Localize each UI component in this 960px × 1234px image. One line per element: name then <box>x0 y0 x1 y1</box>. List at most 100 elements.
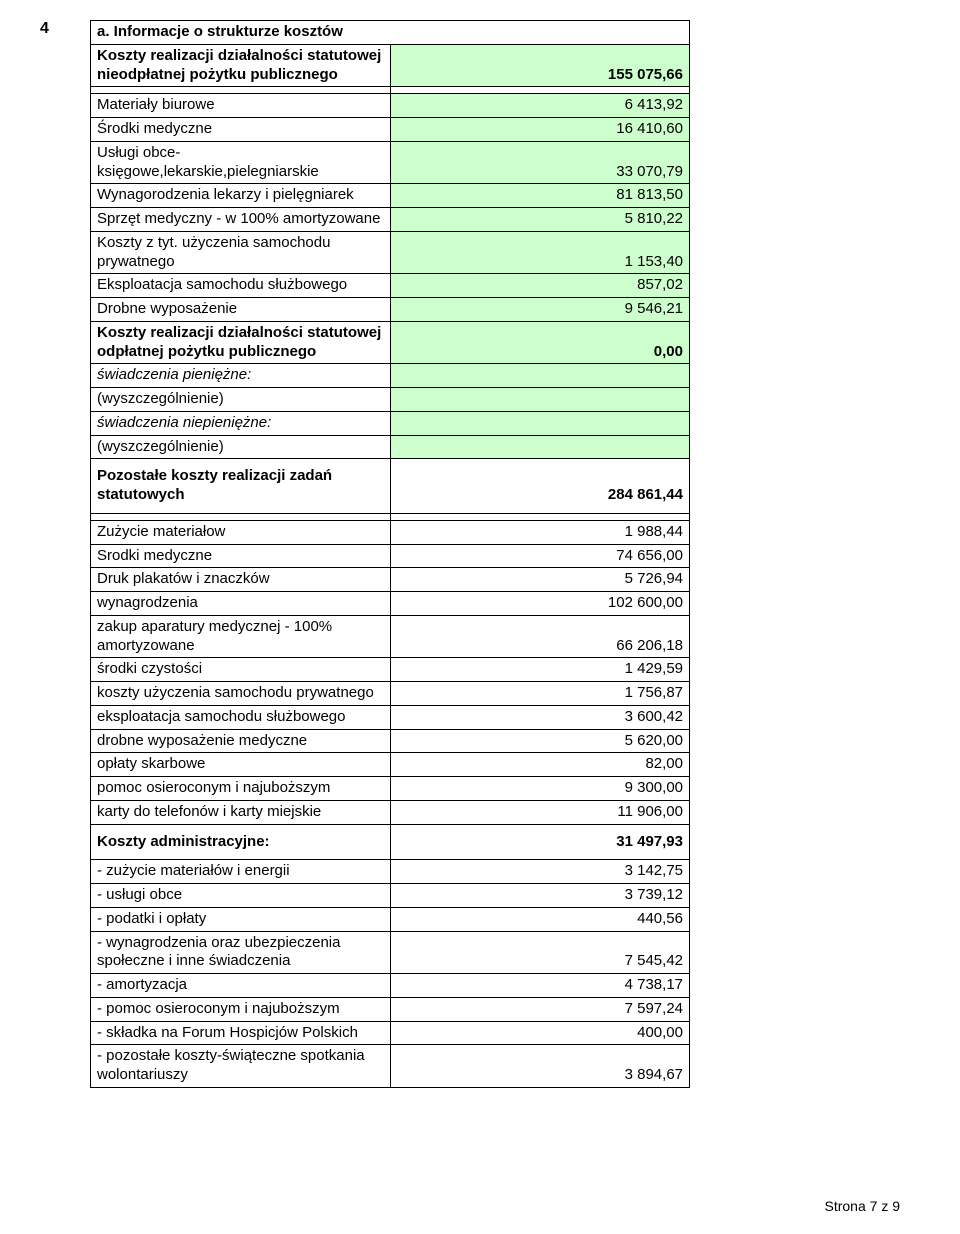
row-value: 1 429,59 <box>390 658 690 682</box>
table-row: eksploatacja samochodu służbowego3 600,4… <box>91 705 690 729</box>
row-value: 9 546,21 <box>390 298 690 322</box>
row-label: drobne wyposażenie medyczne <box>91 729 391 753</box>
row-value: 3 600,42 <box>390 705 690 729</box>
table-row <box>91 87 690 94</box>
table-row: Drobne wyposażenie9 546,21 <box>91 298 690 322</box>
table-row: Środki medyczne16 410,60 <box>91 118 690 142</box>
row-label: - pozostałe koszty-świąteczne spotkania … <box>91 1045 391 1088</box>
row-value: 33 070,79 <box>390 141 690 184</box>
row-value: 7 597,24 <box>390 997 690 1021</box>
row-label: eksploatacja samochodu służbowego <box>91 705 391 729</box>
row-value: 5 726,94 <box>390 568 690 592</box>
table-row: Koszty realizacji działalności statutowe… <box>91 44 690 87</box>
row-label: Druk plakatów i znaczków <box>91 568 391 592</box>
table-row: Koszty z tyt. użyczenia samochodu prywat… <box>91 231 690 274</box>
row-label: Zużycie materiałow <box>91 520 391 544</box>
row-label: Drobne wyposażenie <box>91 298 391 322</box>
table-row: środki czystości1 429,59 <box>91 658 690 682</box>
row-value: 155 075,66 <box>390 44 690 87</box>
table-row: pomoc osieroconym i najuboższym9 300,00 <box>91 777 690 801</box>
page: 4 a. Informacje o strukturze kosztówKosz… <box>0 0 960 1234</box>
row-label: świadczenia niepieniężne: <box>91 411 391 435</box>
table-row: - pomoc osieroconym i najuboższym7 597,2… <box>91 997 690 1021</box>
row-label: Koszty z tyt. użyczenia samochodu prywat… <box>91 231 391 274</box>
row-value: 102 600,00 <box>390 592 690 616</box>
table-row: koszty użyczenia samochodu prywatnego1 7… <box>91 682 690 706</box>
row-value: 857,02 <box>390 274 690 298</box>
row-value: 16 410,60 <box>390 118 690 142</box>
table-row: zakup aparatury medycznej - 100% amortyz… <box>91 615 690 658</box>
row-label: - podatki i opłaty <box>91 907 391 931</box>
row-value <box>390 411 690 435</box>
row-label: Srodki medyczne <box>91 544 391 568</box>
row-value: 7 545,42 <box>390 931 690 974</box>
table-row: Materiały biurowe6 413,92 <box>91 94 690 118</box>
row-label: Eksploatacja samochodu służbowego <box>91 274 391 298</box>
row-value: 5 620,00 <box>390 729 690 753</box>
row-label: pomoc osieroconym i najuboższym <box>91 777 391 801</box>
table-row: Srodki medyczne74 656,00 <box>91 544 690 568</box>
table-row: - amortyzacja4 738,17 <box>91 974 690 998</box>
row-value: 284 861,44 <box>390 459 690 514</box>
table-row: świadczenia niepieniężne: <box>91 411 690 435</box>
row-value: 0,00 <box>390 321 690 364</box>
row-value: 3 142,75 <box>390 860 690 884</box>
row-value: 3 894,67 <box>390 1045 690 1088</box>
row-label: (wyszczególnienie) <box>91 388 391 412</box>
row-label: opłaty skarbowe <box>91 753 391 777</box>
table-row: a. Informacje o strukturze kosztów <box>91 21 690 45</box>
row-value: 3 739,12 <box>390 884 690 908</box>
cost-structure-table: a. Informacje o strukturze kosztówKoszty… <box>90 20 690 1088</box>
table-row: Usługi obce-księgowe,lekarskie,pielegnia… <box>91 141 690 184</box>
row-value: 6 413,92 <box>390 94 690 118</box>
row-value <box>390 435 690 459</box>
table-row: Wynagorodzenia lekarzy i pielęgniarek81 … <box>91 184 690 208</box>
table-row: - zużycie materiałów i energii3 142,75 <box>91 860 690 884</box>
row-value: 9 300,00 <box>390 777 690 801</box>
row-label: karty do telefonów i karty miejskie <box>91 800 391 824</box>
row-value: 74 656,00 <box>390 544 690 568</box>
row-label: zakup aparatury medycznej - 100% amortyz… <box>91 615 391 658</box>
row-label: Usługi obce-księgowe,lekarskie,pielegnia… <box>91 141 391 184</box>
table-row: - podatki i opłaty440,56 <box>91 907 690 931</box>
row-label: wynagrodzenia <box>91 592 391 616</box>
table-row: (wyszczególnienie) <box>91 388 690 412</box>
row-value: 4 738,17 <box>390 974 690 998</box>
row-value: 1 756,87 <box>390 682 690 706</box>
row-label: - zużycie materiałów i energii <box>91 860 391 884</box>
table-row: - składka na Forum Hospicjów Polskich400… <box>91 1021 690 1045</box>
row-value <box>390 388 690 412</box>
table-row: (wyszczególnienie) <box>91 435 690 459</box>
table-row: karty do telefonów i karty miejskie11 90… <box>91 800 690 824</box>
table-row: Sprzęt medyczny - w 100% amortyzowane5 8… <box>91 208 690 232</box>
row-label: - wynagrodzenia oraz ubezpieczenia społe… <box>91 931 391 974</box>
row-value: 1 153,40 <box>390 231 690 274</box>
row-label: - amortyzacja <box>91 974 391 998</box>
row-value: 11 906,00 <box>390 800 690 824</box>
table-row: - pozostałe koszty-świąteczne spotkania … <box>91 1045 690 1088</box>
row-value: 1 988,44 <box>390 520 690 544</box>
table-row: wynagrodzenia102 600,00 <box>91 592 690 616</box>
row-label: świadczenia pieniężne: <box>91 364 391 388</box>
row-value: 400,00 <box>390 1021 690 1045</box>
table-row: Koszty administracyjne:31 497,93 <box>91 824 690 860</box>
table-row: Druk plakatów i znaczków5 726,94 <box>91 568 690 592</box>
table-row: Pozostałe koszty realizacji zadań statut… <box>91 459 690 514</box>
row-label: - pomoc osieroconym i najuboższym <box>91 997 391 1021</box>
table-row: Eksploatacja samochodu służbowego857,02 <box>91 274 690 298</box>
row-label: środki czystości <box>91 658 391 682</box>
table-row: - usługi obce3 739,12 <box>91 884 690 908</box>
table-row: Koszty realizacji działalności statutowe… <box>91 321 690 364</box>
row-label: - składka na Forum Hospicjów Polskich <box>91 1021 391 1045</box>
row-label: Środki medyczne <box>91 118 391 142</box>
row-label: Koszty realizacji działalności statutowe… <box>91 44 391 87</box>
row-label: Wynagorodzenia lekarzy i pielęgniarek <box>91 184 391 208</box>
table-row: drobne wyposażenie medyczne5 620,00 <box>91 729 690 753</box>
row-label: Sprzęt medyczny - w 100% amortyzowane <box>91 208 391 232</box>
row-label: - usługi obce <box>91 884 391 908</box>
page-footer: Strona 7 z 9 <box>825 1198 901 1214</box>
row-value: 82,00 <box>390 753 690 777</box>
row-label: (wyszczególnienie) <box>91 435 391 459</box>
table-row: Zużycie materiałow1 988,44 <box>91 520 690 544</box>
section-number: 4 <box>40 20 49 38</box>
